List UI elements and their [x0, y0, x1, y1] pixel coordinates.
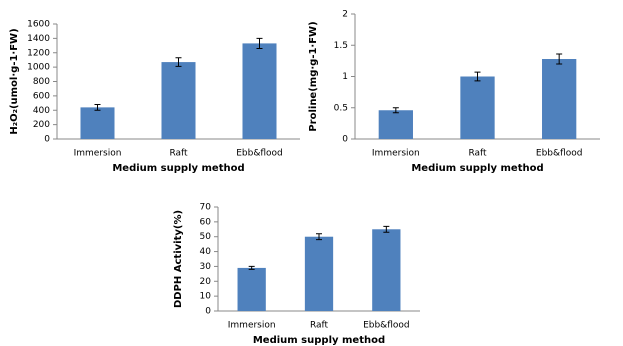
y-axis-title: DDPH Activity(%) — [173, 210, 184, 308]
x-tick-label: Immersion — [372, 149, 420, 159]
y-tick-label: 0 — [44, 135, 50, 145]
bar — [378, 110, 413, 139]
x-axis-title: Medium supply method — [253, 335, 385, 346]
y-tick-label: 800 — [33, 77, 50, 87]
y-tick-label: 1400 — [27, 34, 50, 44]
bar — [304, 236, 334, 311]
bar — [161, 62, 196, 139]
bar — [237, 267, 266, 311]
y-tick-label: 2 — [342, 10, 348, 20]
x-tick-label: Ebb&flood — [363, 321, 410, 331]
bar — [542, 59, 577, 139]
y-tick-label: 0.5 — [334, 103, 348, 113]
y-tick-label: 50 — [200, 232, 212, 242]
x-tick-label: Raft — [310, 321, 329, 331]
y-axis-title: Proline(mg·g-1·FW) — [308, 21, 319, 131]
x-axis-title: Medium supply method — [411, 163, 543, 174]
y-tick-label: 1600 — [27, 20, 50, 30]
y-tick-label: 70 — [200, 203, 212, 213]
y-tick-label: 1000 — [27, 63, 50, 73]
bar — [372, 229, 401, 311]
x-tick-label: Immersion — [74, 149, 122, 159]
y-tick-label: 1.5 — [334, 41, 348, 51]
bar — [242, 43, 277, 139]
error-bar — [556, 53, 563, 65]
y-tick-label: 10 — [200, 292, 212, 302]
error-bar — [256, 37, 263, 49]
error-bar — [316, 233, 322, 241]
x-axis-title: Medium supply method — [112, 163, 244, 174]
error-bar — [383, 225, 390, 233]
y-tick-label: 60 — [200, 217, 212, 227]
error-bar — [175, 57, 182, 67]
x-tick-label: Raft — [169, 149, 188, 159]
x-tick-label: Ebb&flood — [536, 149, 583, 159]
error-bar — [392, 107, 399, 114]
y-tick-label: 0 — [342, 135, 348, 145]
y-axis-title: H₂O₂(umol·g-1·FW) — [9, 28, 20, 134]
y-tick-label: 200 — [33, 120, 50, 130]
x-tick-label: Raft — [468, 149, 487, 159]
y-tick-label: 20 — [200, 277, 212, 287]
y-tick-label: 40 — [200, 247, 212, 257]
error-bar — [94, 104, 101, 111]
y-tick-label: 0 — [205, 307, 211, 317]
y-tick-label: 1 — [342, 72, 348, 82]
error-bar — [474, 71, 481, 82]
error-bar — [248, 265, 255, 270]
y-tick-label: 600 — [33, 91, 50, 101]
y-tick-label: 30 — [200, 262, 212, 272]
x-tick-label: Immersion — [228, 321, 276, 331]
y-tick-label: 1200 — [27, 48, 50, 58]
bar — [460, 76, 495, 139]
y-tick-label: 400 — [33, 106, 50, 116]
bar — [80, 107, 115, 139]
x-tick-label: Ebb&flood — [236, 149, 283, 159]
